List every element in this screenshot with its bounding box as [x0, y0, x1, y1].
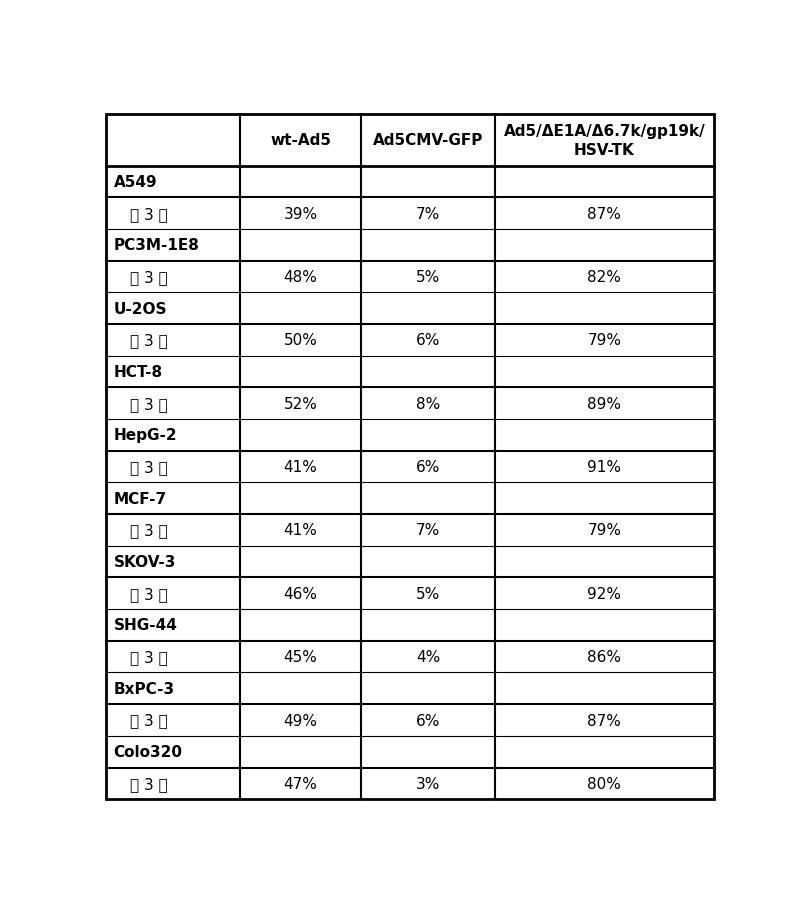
Text: 82%: 82% [587, 270, 622, 285]
Text: PC3M-1E8: PC3M-1E8 [114, 238, 199, 253]
Text: 4%: 4% [416, 649, 440, 665]
Text: MCF-7: MCF-7 [114, 492, 166, 506]
Text: 52%: 52% [284, 396, 318, 411]
Text: 48%: 48% [284, 270, 318, 285]
Text: 5%: 5% [416, 586, 440, 601]
Text: 87%: 87% [587, 207, 622, 222]
Text: 6%: 6% [416, 460, 441, 474]
Text: 45%: 45% [284, 649, 318, 665]
Text: 41%: 41% [284, 523, 318, 538]
Text: 第 3 天: 第 3 天 [130, 776, 168, 791]
Text: 50%: 50% [284, 333, 318, 348]
Text: 3%: 3% [416, 776, 441, 791]
Text: HCT-8: HCT-8 [114, 364, 162, 380]
Text: Ad5CMV-GFP: Ad5CMV-GFP [373, 133, 483, 148]
Text: HepG-2: HepG-2 [114, 428, 178, 443]
Text: 47%: 47% [284, 776, 318, 791]
Text: 5%: 5% [416, 270, 440, 285]
Text: 第 3 天: 第 3 天 [130, 649, 168, 665]
Text: 39%: 39% [283, 207, 318, 222]
Text: 91%: 91% [587, 460, 622, 474]
Text: 第 3 天: 第 3 天 [130, 270, 168, 285]
Text: U-2OS: U-2OS [114, 301, 167, 317]
Text: 79%: 79% [587, 333, 622, 348]
Text: 49%: 49% [284, 713, 318, 728]
Text: A549: A549 [114, 175, 158, 189]
Text: 7%: 7% [416, 207, 440, 222]
Text: 第 3 天: 第 3 天 [130, 460, 168, 474]
Text: 92%: 92% [587, 586, 622, 601]
Text: Colo320: Colo320 [114, 744, 182, 759]
Text: SHG-44: SHG-44 [114, 618, 178, 633]
Text: 7%: 7% [416, 523, 440, 538]
Text: 第 3 天: 第 3 天 [130, 586, 168, 601]
Text: 86%: 86% [587, 649, 622, 665]
Text: 第 3 天: 第 3 天 [130, 523, 168, 538]
Text: 6%: 6% [416, 713, 441, 728]
Text: 46%: 46% [284, 586, 318, 601]
Text: 第 3 天: 第 3 天 [130, 396, 168, 411]
Text: 8%: 8% [416, 396, 440, 411]
Text: 89%: 89% [587, 396, 622, 411]
Text: 第 3 天: 第 3 天 [130, 333, 168, 348]
Text: Ad5/ΔE1A/Δ6.7k/gp19k/
HSV-TK: Ad5/ΔE1A/Δ6.7k/gp19k/ HSV-TK [503, 124, 706, 158]
Text: 6%: 6% [416, 333, 441, 348]
Text: wt-Ad5: wt-Ad5 [270, 133, 331, 148]
Text: 41%: 41% [284, 460, 318, 474]
Text: 79%: 79% [587, 523, 622, 538]
Text: SKOV-3: SKOV-3 [114, 555, 176, 569]
Text: 第 3 天: 第 3 天 [130, 713, 168, 728]
Text: 87%: 87% [587, 713, 622, 728]
Text: BxPC-3: BxPC-3 [114, 681, 174, 696]
Text: 第 3 天: 第 3 天 [130, 207, 168, 222]
Text: 80%: 80% [587, 776, 622, 791]
